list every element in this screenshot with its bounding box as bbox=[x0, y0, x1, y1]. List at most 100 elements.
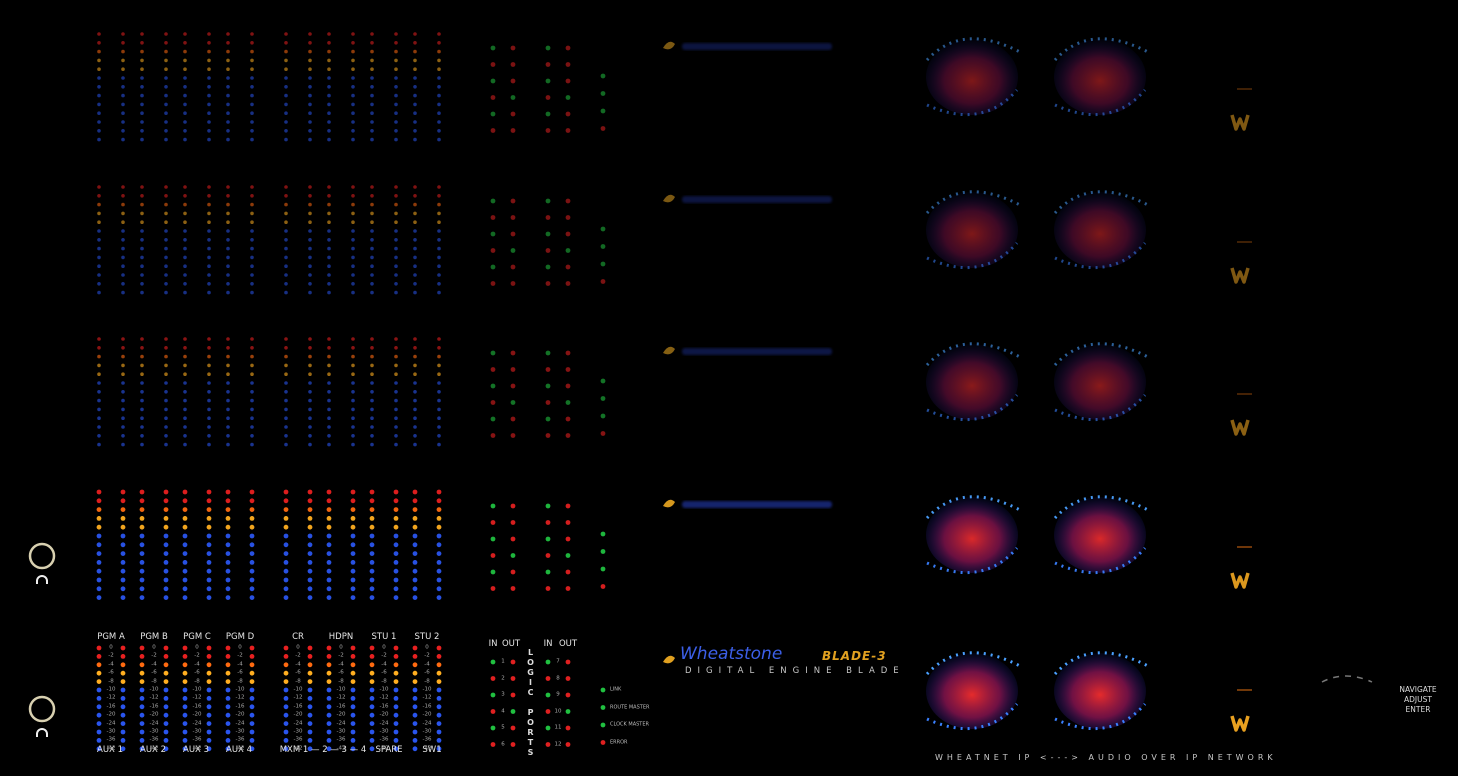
meter-led bbox=[164, 346, 168, 350]
meter-led bbox=[207, 264, 211, 269]
meter-led bbox=[163, 489, 169, 495]
meter-led bbox=[97, 194, 101, 198]
meter-led bbox=[183, 129, 187, 133]
meter-led bbox=[394, 246, 398, 251]
meter-led bbox=[140, 238, 144, 242]
meter-led bbox=[413, 246, 417, 251]
scale-label: -36 bbox=[336, 736, 346, 743]
meter-led bbox=[250, 85, 254, 89]
meter-led bbox=[413, 425, 417, 429]
scale-label: 0 bbox=[109, 644, 113, 651]
meter-led bbox=[308, 49, 312, 54]
scale-label: -36 bbox=[293, 736, 303, 743]
meter-led bbox=[284, 229, 288, 233]
meter-led bbox=[326, 560, 332, 565]
meter-led bbox=[225, 645, 231, 651]
meter-led bbox=[164, 211, 168, 216]
meter-led bbox=[250, 220, 254, 224]
logic-led bbox=[510, 400, 516, 405]
scale-label: 0 bbox=[296, 644, 300, 651]
scale-label: -2 bbox=[381, 652, 387, 659]
meter-led bbox=[140, 58, 144, 63]
meter-led bbox=[393, 670, 399, 676]
meter-led bbox=[437, 346, 441, 350]
meter-led bbox=[436, 568, 442, 574]
meter-led bbox=[120, 577, 126, 583]
meter-led bbox=[308, 246, 312, 251]
meter-led bbox=[121, 425, 125, 429]
meter-led bbox=[351, 416, 355, 421]
meter-label: AUX 2 bbox=[140, 745, 166, 755]
meter-led bbox=[183, 407, 187, 412]
meter-led bbox=[225, 498, 231, 504]
status-led bbox=[600, 531, 606, 537]
meter-led bbox=[284, 442, 288, 447]
meter-led bbox=[326, 507, 332, 512]
meter-led bbox=[207, 202, 211, 207]
meter-led bbox=[140, 255, 144, 260]
meter-led bbox=[394, 255, 398, 260]
meter-led bbox=[437, 255, 441, 260]
meter-led bbox=[412, 586, 418, 592]
meter-led bbox=[207, 229, 211, 233]
meter-led bbox=[284, 398, 288, 403]
meter-led bbox=[121, 442, 125, 447]
meter-led bbox=[121, 282, 125, 286]
meter-led bbox=[369, 738, 375, 743]
port-number: 4 bbox=[501, 707, 505, 714]
meter-led bbox=[206, 568, 212, 574]
meter-led bbox=[369, 551, 375, 556]
meter-led bbox=[351, 32, 355, 36]
status-led bbox=[600, 126, 606, 131]
scale-label: 0 bbox=[382, 644, 386, 651]
meter-led bbox=[140, 67, 144, 71]
logic-led bbox=[545, 111, 551, 117]
logic-led bbox=[565, 350, 571, 356]
meter-led bbox=[351, 282, 355, 286]
w-logo bbox=[1230, 572, 1250, 589]
meter-led bbox=[139, 489, 145, 495]
meter-led bbox=[97, 238, 101, 242]
meter-led bbox=[249, 498, 255, 504]
meter-led bbox=[140, 442, 144, 447]
meter-led bbox=[206, 560, 212, 565]
logic-led bbox=[545, 520, 551, 525]
meter-led bbox=[120, 533, 126, 539]
meter-led bbox=[250, 354, 254, 359]
meter-led bbox=[140, 390, 144, 394]
meter-led bbox=[393, 662, 399, 668]
scale-label: -20 bbox=[192, 711, 202, 718]
meter-led bbox=[207, 255, 211, 260]
scale-label: -12 bbox=[192, 694, 202, 701]
meter-led bbox=[394, 185, 398, 189]
meter-led bbox=[164, 102, 168, 107]
meter-led bbox=[394, 381, 398, 385]
port-number: 1 bbox=[501, 658, 505, 665]
meter-led bbox=[140, 41, 144, 45]
meter-led bbox=[326, 533, 332, 539]
meter-led bbox=[307, 645, 313, 651]
meter-led bbox=[437, 354, 441, 359]
meter-led bbox=[121, 238, 125, 242]
meter-led bbox=[121, 337, 125, 341]
network-glow bbox=[1054, 192, 1146, 268]
scale-label: -10 bbox=[106, 686, 116, 693]
meter-led bbox=[121, 58, 125, 63]
meter-led bbox=[226, 129, 230, 133]
meter-led bbox=[412, 704, 418, 710]
meter-led bbox=[369, 654, 375, 659]
meter-led bbox=[394, 137, 398, 142]
meter-led bbox=[140, 337, 144, 341]
meter-led bbox=[163, 577, 169, 583]
meter-led bbox=[139, 577, 145, 583]
meter-led bbox=[351, 290, 355, 295]
meter-led bbox=[225, 662, 231, 668]
meter-led bbox=[139, 542, 145, 548]
scale-label: -36 bbox=[422, 736, 432, 743]
meter-led bbox=[307, 533, 313, 539]
meter-led bbox=[207, 67, 211, 71]
meter-led bbox=[370, 202, 374, 207]
meter-label: HDPN bbox=[328, 632, 354, 642]
meter-led bbox=[249, 586, 255, 592]
